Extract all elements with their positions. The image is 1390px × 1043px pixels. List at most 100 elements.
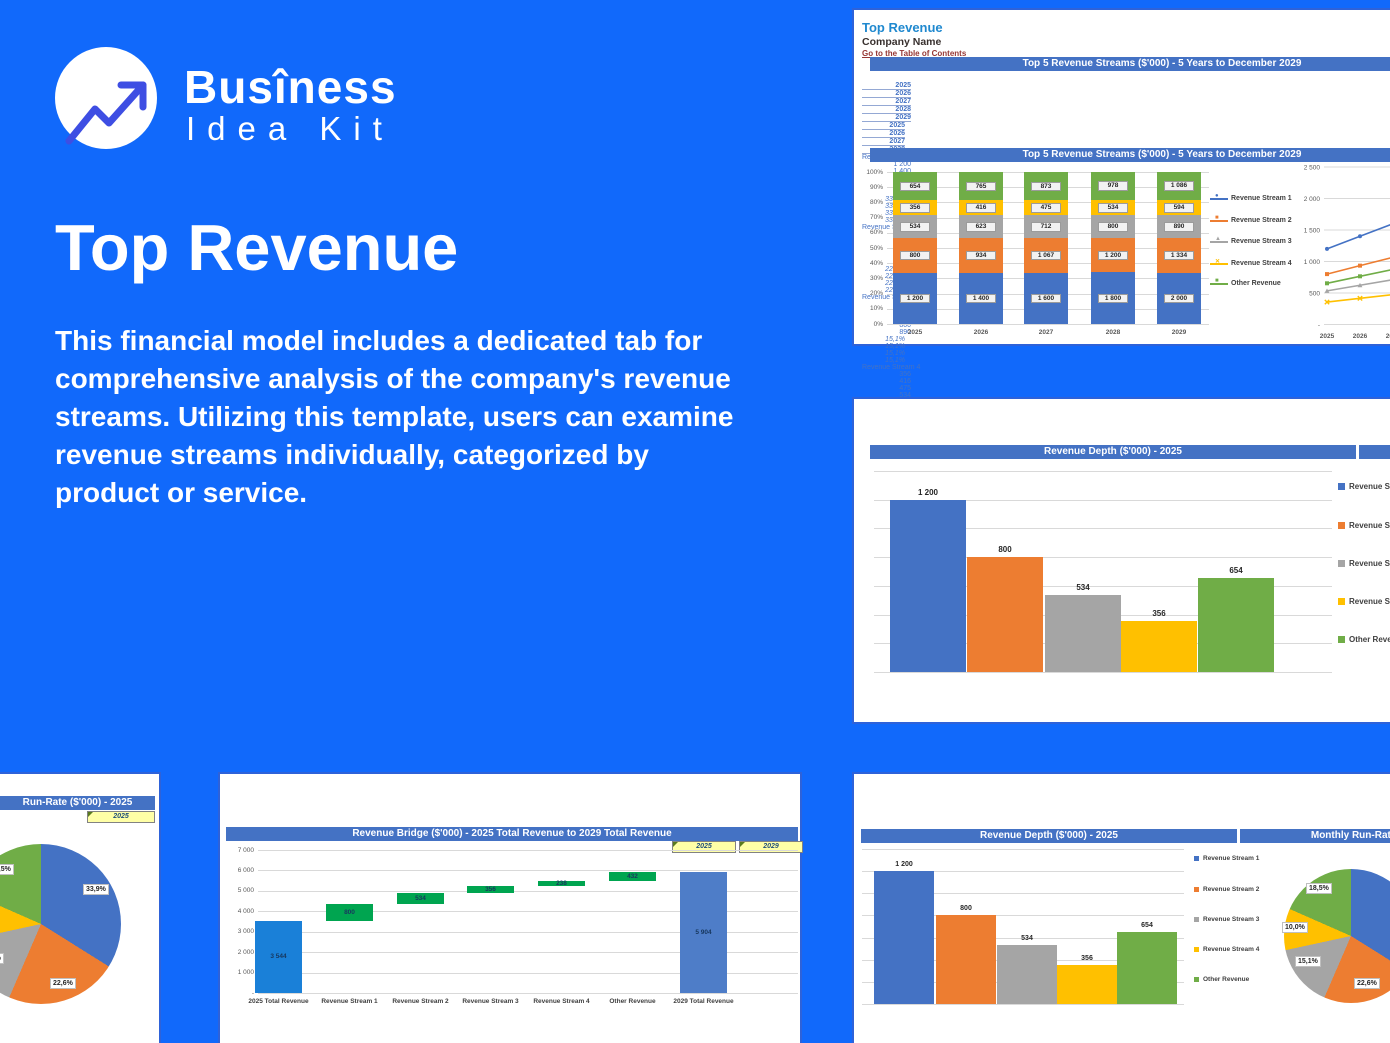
y-axis-tick: 4 000 [237,907,254,915]
depth-bar [997,944,1057,1004]
bar-value-label: 238 [556,879,567,887]
table-cell-pct: 15,1% [885,357,905,364]
legend-item: Revenue Stream 1 [1338,482,1390,491]
legend-label: Revenue Stream 1 [1203,855,1260,862]
waterfall-bar [326,904,373,921]
runrate-title-bar-2: Monthly Run-Rate ($'000 [1240,829,1390,843]
pie-slice-label: 22,6% [50,978,76,989]
table-cell-pct: 2025 [862,122,905,130]
x-axis-label: Revenue Stream 2 [392,998,449,1005]
bar-value-label: 1 200 [1098,250,1128,261]
depth-chart-title-bar-2: Revenue Depth ($'000) - 2025 [861,829,1237,843]
y-axis-tick: 2 000 [237,948,254,956]
legend-marker: ✕ [1210,259,1228,265]
waterfall-bar [397,893,444,905]
gridline [258,850,798,851]
gridline [258,870,798,872]
legend-item: ■ Other Revenue [1210,278,1281,287]
x-axis-label: 2028 [1105,329,1121,336]
bar-value-label: 356 [485,885,496,893]
gridline [258,952,798,954]
brand-logo [55,47,157,149]
x-axis-label: 2029 Total Revenue [673,998,734,1005]
table-cell-pct: 15,1% [885,343,905,350]
bridge-title-bar: Revenue Bridge ($'000) - 2025 Total Reve… [226,827,798,841]
gridline [258,890,798,892]
svg-text:-: - [1318,322,1320,329]
table-row-label: Revenue Stream 4 [862,364,921,371]
y-axis-tick: 0% [873,320,883,328]
depth-bar [1045,595,1121,672]
page-description: This financial model includes a dedicate… [55,325,734,508]
legend-item: Revenue Stream 4 [1338,597,1390,606]
table-cell-pct: 15,1% [885,336,905,343]
table-cell: 2027 [862,98,911,106]
bar-value-label: 1 334 [1164,250,1194,261]
y-axis-tick: 50% [869,244,883,252]
legend-marker: ▲ [1210,236,1228,243]
bar-value-label: 534 [1076,583,1090,593]
bar-value-label: 800 [960,905,972,913]
table-of-contents-link[interactable]: Go to the Table of Contents [862,49,967,58]
bar-value-label: 534 [900,222,930,232]
y-axis-tick: 1 000 [237,969,254,977]
gridline [862,893,1184,895]
gridline [258,931,798,933]
pie-slice-label: 18,5% [0,864,14,875]
depth-bar [967,557,1043,672]
y-axis-tick: - [251,989,254,997]
gridline [874,471,1332,472]
legend-swatch [1338,522,1345,529]
table-row-label: Revenue Stream 3 [862,294,921,301]
svg-text:1 000: 1 000 [1304,259,1321,266]
brand-name: Busîness [184,61,397,113]
depth-bar [874,871,934,1004]
gridline [258,911,798,913]
legend-label: Other Revenue [1231,280,1281,287]
gridline [258,993,798,995]
bar-value-label: 5 904 [695,928,712,936]
bar-value-label: 712 [1031,222,1061,232]
excel-panel-top-revenue: Top Revenue Company Name Go to the Table… [852,8,1390,592]
y-axis-tick: 3 000 [237,928,254,936]
gridline [862,915,1184,917]
bar-value-label: 890 [1164,222,1194,232]
revenue-streams-table: 202520262027202820292025202620272028Reve… [862,82,1390,592]
bar-value-label: 594 [1164,203,1194,213]
bar-value-label: 356 [1081,954,1093,962]
x-axis-label: 2025 [907,329,923,336]
x-axis-label: Revenue Stream 4 [533,998,590,1005]
legend-marker: ● [1210,193,1228,200]
legend-item: Revenue Stream 4 [1194,946,1259,953]
year-filter-dropdown[interactable]: 2025 [87,811,155,823]
svg-text:1 500: 1 500 [1304,228,1321,235]
bar-value-label: 765 [966,181,996,192]
legend-label: Revenue Stream 2 [1231,217,1292,224]
bar-value-label: 654 [900,181,930,192]
x-axis-label: 2025 Total Revenue [248,998,309,1005]
table-cell: 356 [899,371,911,378]
legend-label: Revenue Stream 2 [1349,521,1390,530]
bridge-end-year-dropdown[interactable]: 2029 [739,841,803,853]
table-cell: 534 [899,392,911,399]
depth-bar [1198,578,1274,672]
legend-label: Revenue Stream 1 [1349,482,1390,491]
legend-label: Revenue Stream 4 [1231,260,1292,267]
legend-swatch [1338,483,1345,490]
y-axis-tick: 10% [869,305,883,313]
table-cell-pct: 2026 [862,130,905,138]
gridline [862,871,1184,873]
legend-item: Other Revenue [1194,976,1249,983]
legend-marker-glyph: ▲ [1215,235,1221,242]
bridge-start-year-dropdown[interactable]: 2025 [672,841,736,853]
waterfall-bar [609,872,656,882]
x-axis-label: 2026 [973,329,989,336]
legend-item: ■ Revenue Stream 2 [1210,215,1292,224]
y-axis-tick: 60% [869,229,883,237]
legend-item: ▲ Revenue Stream 3 [1210,236,1292,245]
depth-chart-title-bar: Revenue Depth ($'000) - 2025 [870,445,1356,459]
waterfall-bar [538,881,585,887]
bar-value-label: 934 [966,250,996,261]
bar-value-label: 1 800 [1098,293,1128,304]
